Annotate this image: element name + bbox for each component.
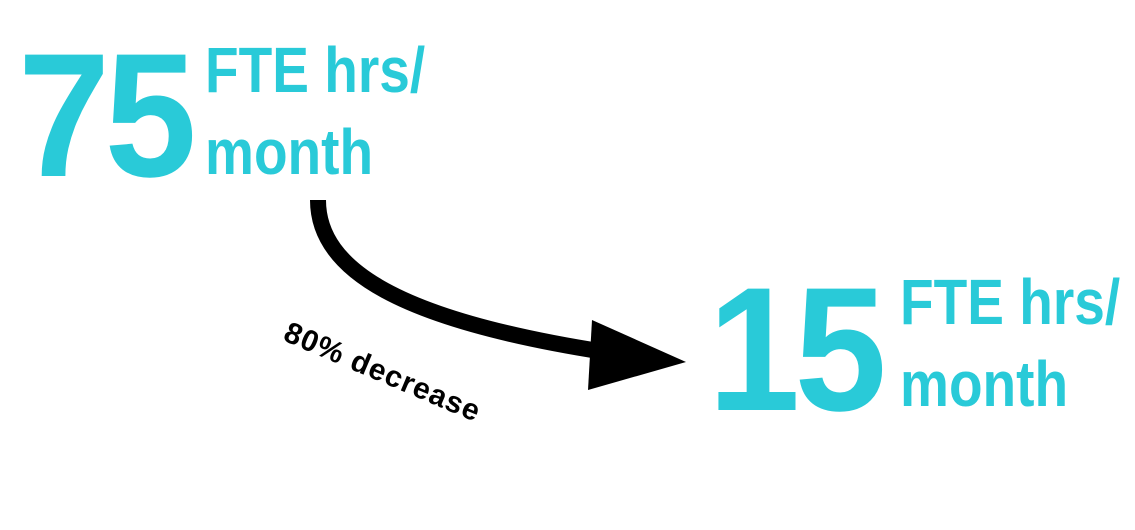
after-unit-line-1: FTE hrs/ bbox=[900, 266, 1121, 338]
before-unit-line-1: FTE hrs/ bbox=[205, 34, 426, 106]
arrow-curve bbox=[310, 199, 607, 360]
before-value: 75 bbox=[18, 17, 197, 215]
after-value: 15 bbox=[708, 251, 887, 449]
after-unit-line-2: month bbox=[900, 348, 1069, 420]
change-label: 80% decrease bbox=[279, 316, 486, 429]
before-unit-line-2: month bbox=[205, 116, 374, 188]
stat-after: 15 FTE hrs/ month bbox=[700, 250, 1135, 450]
stat-before: 75 FTE hrs/ month bbox=[0, 0, 560, 204]
arrow-head-icon bbox=[588, 320, 686, 390]
